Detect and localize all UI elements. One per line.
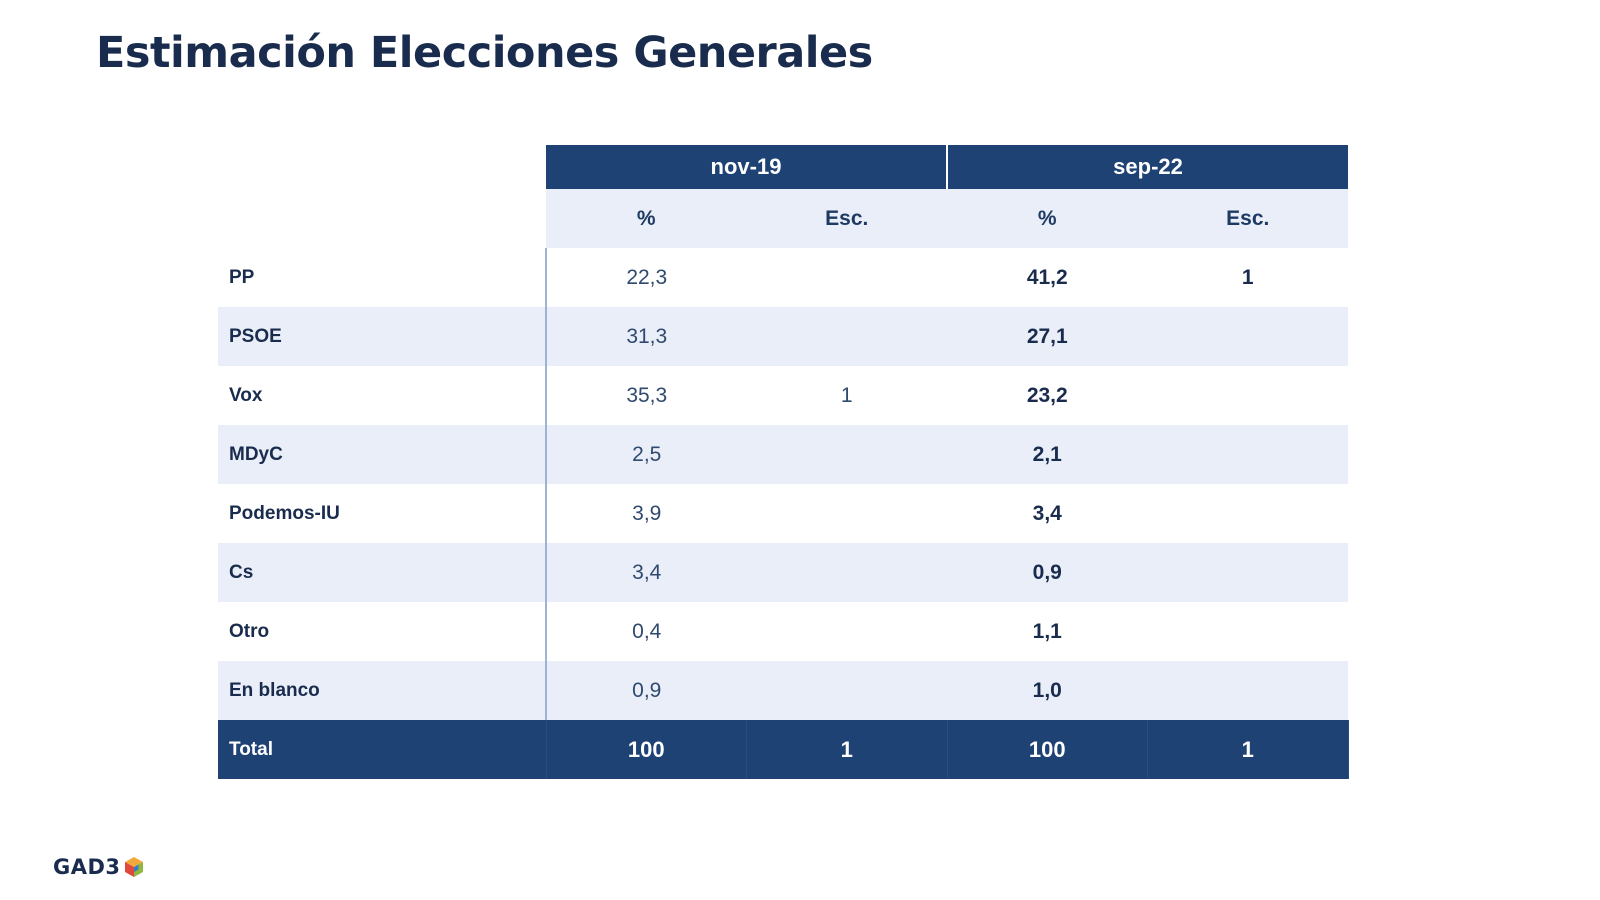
subheader-pct-sep22: % xyxy=(947,189,1148,248)
period-header-row: nov-19 sep-22 xyxy=(218,145,1349,189)
table-row: Vox 35,3 1 23,2 xyxy=(218,366,1348,425)
period-header-sep22: sep-22 xyxy=(947,145,1349,189)
sep22-pct: 41,2 xyxy=(1026,265,1068,289)
nov19-pct: 3,9 xyxy=(632,501,662,525)
party-name: PP xyxy=(218,248,547,307)
total-sep22-esc: 1 xyxy=(1147,720,1349,779)
party-name: PSOE xyxy=(218,307,547,366)
corner-cell xyxy=(218,189,546,248)
page-title: Estimación Elecciones Generales xyxy=(96,28,873,78)
sep22-esc xyxy=(1148,484,1349,543)
sep22-pct: 0,9 xyxy=(947,543,1148,602)
sep22-pct: 27,1 xyxy=(947,307,1148,366)
cube-icon xyxy=(124,857,143,877)
election-estimate-table: nov-19 sep-22 % Esc. % Esc. PP 22,3 41,2… xyxy=(218,145,1349,779)
sep22-esc xyxy=(1147,425,1349,484)
nov19-esc xyxy=(747,484,948,543)
nov19-esc xyxy=(746,307,948,366)
table-row: En blanco 0,9 1,0 xyxy=(218,661,1349,720)
nov19-pct: 0,4 xyxy=(632,619,662,643)
nov19-pct: 0,9 xyxy=(546,661,747,720)
nov19-pct: 31,3 xyxy=(546,307,747,366)
period-header-nov19: nov-19 xyxy=(546,145,949,189)
table-row: MDyC 2,5 2,1 xyxy=(218,425,1349,484)
sep22-pct: 1,0 xyxy=(947,661,1148,720)
sep22-esc xyxy=(1148,602,1349,661)
party-name: Otro xyxy=(218,602,547,661)
logo-text: GAD3 xyxy=(53,855,121,879)
table-row: Cs 3,4 0,9 xyxy=(218,543,1349,602)
nov19-pct: 3,4 xyxy=(546,543,747,602)
party-name: MDyC xyxy=(218,425,547,484)
total-label: Total xyxy=(218,720,547,779)
nov19-esc xyxy=(746,543,948,602)
sep22-esc xyxy=(1147,543,1349,602)
total-row: Total 100 1 100 1 xyxy=(218,720,1349,779)
sep22-esc xyxy=(1148,366,1349,425)
table-row: Podemos-IU 3,9 3,4 xyxy=(218,484,1348,543)
subheader-row: % Esc. % Esc. xyxy=(218,189,1349,248)
party-name: Cs xyxy=(218,543,547,602)
sep22-esc: 1 xyxy=(1241,265,1254,289)
sep22-esc xyxy=(1147,661,1349,720)
subheader-esc-nov19: Esc. xyxy=(746,189,948,248)
sep22-pct: 1,1 xyxy=(1032,619,1062,643)
nov19-pct: 22,3 xyxy=(626,265,668,289)
nov19-pct: 35,3 xyxy=(626,383,668,407)
table-row: PP 22,3 41,2 1 xyxy=(218,248,1348,307)
party-name: Vox xyxy=(218,366,547,425)
table-row: PSOE 31,3 27,1 xyxy=(218,307,1349,366)
nov19-pct: 2,5 xyxy=(546,425,747,484)
nov19-esc xyxy=(747,248,948,307)
sep22-pct: 2,1 xyxy=(947,425,1148,484)
corner-cell xyxy=(218,145,546,189)
nov19-esc xyxy=(746,661,948,720)
table-row: Otro 0,4 1,1 xyxy=(218,602,1348,661)
sep22-pct: 3,4 xyxy=(1032,501,1062,525)
nov19-esc: 1 xyxy=(840,383,853,407)
total-sep22-pct: 100 xyxy=(947,720,1149,779)
sep22-esc xyxy=(1147,307,1349,366)
subheader-pct-nov19: % xyxy=(546,189,747,248)
subheader-esc-sep22: Esc. xyxy=(1147,189,1349,248)
total-nov19-pct: 100 xyxy=(546,720,747,779)
party-name: Podemos-IU xyxy=(218,484,547,543)
gad3-logo: GAD3 xyxy=(53,855,144,879)
party-name: En blanco xyxy=(218,661,547,720)
nov19-esc xyxy=(747,602,948,661)
nov19-esc xyxy=(746,425,948,484)
total-nov19-esc: 1 xyxy=(746,720,948,779)
sep22-pct: 23,2 xyxy=(1026,383,1068,407)
